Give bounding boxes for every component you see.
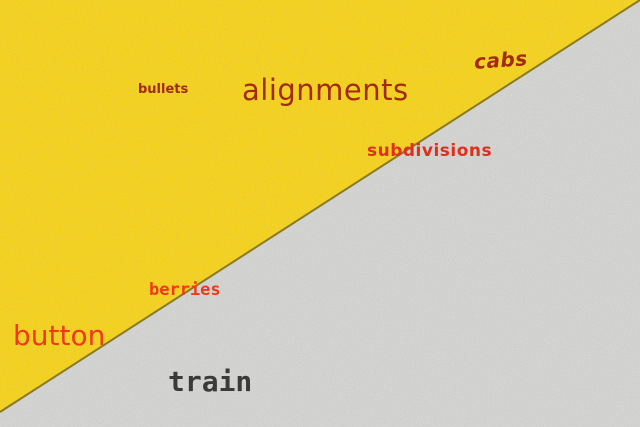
word-berries: berries (149, 280, 221, 300)
word-button: button (13, 319, 106, 352)
word-subdivisions: subdivisions (367, 141, 493, 161)
word-alignments: alignments (242, 73, 409, 107)
diagonal-edge (0, 0, 640, 413)
word-cabs: cabs (473, 46, 529, 74)
word-bullets: bullets (138, 82, 189, 97)
word-train: train (168, 365, 253, 398)
